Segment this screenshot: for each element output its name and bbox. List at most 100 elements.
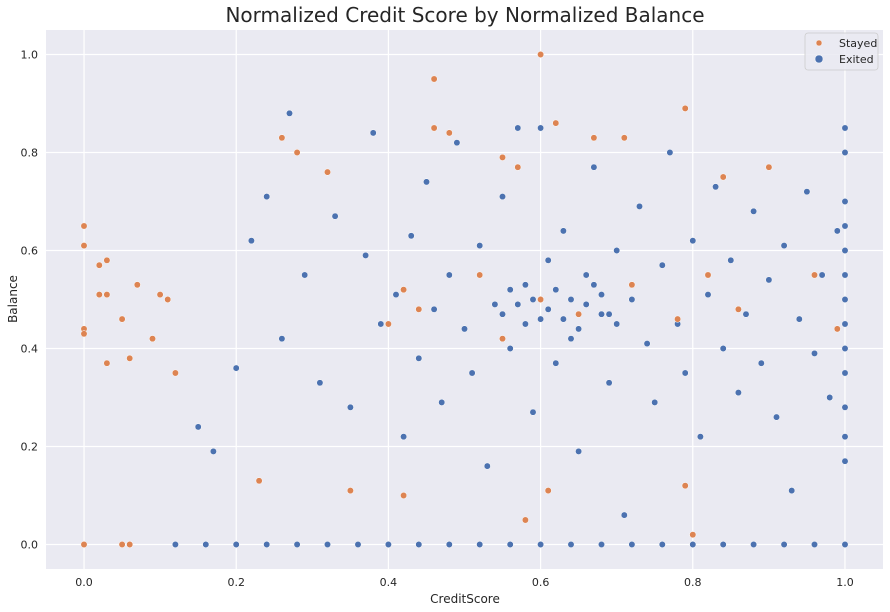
data-point-stayed xyxy=(445,129,453,137)
legend-marker-exited xyxy=(814,54,824,64)
data-point-exited xyxy=(628,296,636,303)
data-point-exited xyxy=(559,227,567,235)
data-point-exited xyxy=(476,242,484,250)
data-point-exited xyxy=(841,541,849,548)
data-point-exited xyxy=(362,251,370,259)
data-point-exited xyxy=(795,315,803,323)
data-point-exited xyxy=(750,541,758,548)
y-tick-label: 1.0 xyxy=(21,49,39,62)
data-point-exited xyxy=(514,300,522,308)
y-axis-label: Balance xyxy=(6,275,20,323)
x-tick-label: 0.4 xyxy=(380,576,398,589)
y-tick-label: 0.0 xyxy=(21,539,39,552)
data-point-exited xyxy=(841,433,849,441)
y-tick-label: 0.2 xyxy=(21,441,39,454)
data-point-stayed xyxy=(734,305,742,313)
data-point-exited xyxy=(613,320,621,328)
data-point-exited xyxy=(582,300,590,308)
data-point-exited xyxy=(202,541,210,548)
data-point-exited xyxy=(423,178,430,186)
data-point-stayed xyxy=(133,281,141,289)
data-point-stayed xyxy=(521,516,529,524)
data-point-exited xyxy=(704,291,712,299)
data-point-exited xyxy=(765,276,773,284)
data-point-stayed xyxy=(80,330,88,338)
data-point-stayed xyxy=(164,296,172,303)
x-axis-ticks: 0.0 0.2 0.4 0.6 0.8 1.0 xyxy=(75,576,853,589)
legend-marker-stayed xyxy=(815,39,823,47)
data-point-stayed xyxy=(126,541,134,548)
data-point-exited xyxy=(643,340,651,348)
data-points xyxy=(80,51,849,548)
data-point-exited xyxy=(727,256,735,264)
data-point-exited xyxy=(301,271,309,279)
x-tick-label: 0.2 xyxy=(227,576,245,589)
x-tick-label: 0.8 xyxy=(684,576,702,589)
data-point-stayed xyxy=(514,163,522,171)
data-point-exited xyxy=(841,124,849,132)
data-point-exited xyxy=(841,296,849,303)
x-tick-label: 1.0 xyxy=(836,576,854,589)
data-point-exited xyxy=(658,261,666,269)
data-point-exited xyxy=(757,359,765,367)
data-point-exited xyxy=(689,541,697,548)
data-point-exited xyxy=(529,408,537,416)
data-point-stayed xyxy=(620,134,628,142)
y-axis-ticks: 0.0 0.2 0.4 0.6 0.8 1.0 xyxy=(21,49,39,552)
data-point-stayed xyxy=(95,291,103,299)
data-point-exited xyxy=(506,345,514,352)
data-point-exited xyxy=(384,541,392,548)
data-point-exited xyxy=(841,198,849,205)
data-point-exited xyxy=(453,139,461,147)
data-point-stayed xyxy=(324,168,331,176)
data-point-exited xyxy=(415,354,423,362)
data-point-stayed xyxy=(278,134,286,142)
x-tick-label: 0.6 xyxy=(532,576,550,589)
data-point-stayed xyxy=(118,541,126,548)
data-point-exited xyxy=(286,109,293,117)
data-point-stayed xyxy=(681,104,689,112)
data-point-exited xyxy=(780,541,788,548)
legend-label-stayed: Stayed xyxy=(839,37,877,50)
data-point-exited xyxy=(636,202,643,210)
data-point-exited xyxy=(803,188,811,196)
data-point-exited xyxy=(841,222,849,230)
data-point-exited xyxy=(468,369,476,377)
data-point-exited xyxy=(841,345,849,352)
data-point-exited xyxy=(742,310,750,318)
data-point-stayed xyxy=(544,487,552,495)
data-point-exited xyxy=(666,149,674,156)
data-point-exited xyxy=(598,310,605,318)
data-point-exited xyxy=(841,247,849,254)
data-point-exited xyxy=(788,487,796,495)
data-point-exited xyxy=(780,242,788,250)
data-point-stayed xyxy=(80,242,88,250)
data-point-stayed xyxy=(346,487,354,495)
x-tick-label: 0.0 xyxy=(75,576,93,589)
data-point-stayed xyxy=(811,271,818,279)
data-point-exited xyxy=(689,237,697,245)
data-point-exited xyxy=(628,541,636,548)
data-point-stayed xyxy=(103,256,111,264)
data-point-exited xyxy=(415,541,423,548)
data-point-exited xyxy=(461,325,468,333)
data-point-exited xyxy=(841,403,849,411)
y-tick-label: 0.4 xyxy=(21,343,39,356)
data-point-exited xyxy=(483,462,491,470)
data-point-exited xyxy=(833,227,841,235)
data-point-stayed xyxy=(674,315,682,323)
data-point-exited xyxy=(445,271,453,279)
data-point-exited xyxy=(537,541,545,548)
data-point-exited xyxy=(392,291,400,299)
data-point-exited xyxy=(529,296,537,303)
data-point-stayed xyxy=(430,124,438,132)
data-point-stayed xyxy=(476,271,484,279)
data-point-stayed xyxy=(400,286,408,294)
data-point-exited xyxy=(247,237,255,245)
data-point-exited xyxy=(719,345,727,352)
data-point-exited xyxy=(194,423,202,431)
data-point-exited xyxy=(575,447,583,455)
data-point-exited xyxy=(841,320,849,328)
data-point-exited xyxy=(324,541,331,548)
data-point-exited xyxy=(567,541,575,548)
